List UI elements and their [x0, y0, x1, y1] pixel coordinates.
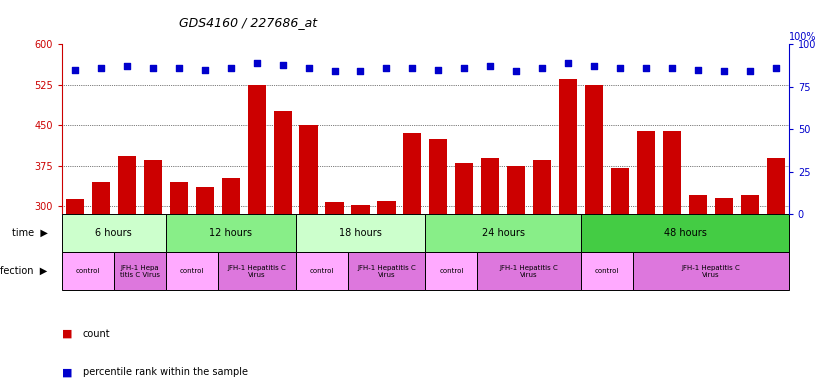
Bar: [196, 187, 214, 214]
Text: ■: ■: [62, 367, 73, 377]
Point: [484, 63, 497, 70]
Point: [406, 65, 419, 71]
Text: control: control: [439, 268, 463, 274]
Point: [224, 65, 237, 71]
Text: 24 hours: 24 hours: [482, 228, 525, 238]
Bar: [477, 252, 582, 290]
Text: infection  ▶: infection ▶: [0, 266, 47, 276]
Point: [302, 65, 316, 71]
Bar: [482, 157, 500, 214]
Bar: [248, 85, 266, 214]
Bar: [118, 156, 136, 214]
Bar: [767, 157, 785, 214]
Text: JFH-1 Hepa
titis C Virus: JFH-1 Hepa titis C Virus: [120, 265, 159, 278]
Text: control: control: [595, 268, 620, 274]
Point: [666, 65, 679, 71]
Bar: [741, 195, 759, 214]
Bar: [114, 252, 166, 290]
Bar: [92, 182, 110, 214]
Text: time  ▶: time ▶: [12, 228, 47, 238]
Bar: [166, 252, 218, 290]
Bar: [273, 111, 292, 214]
Point: [639, 65, 653, 71]
Text: 6 hours: 6 hours: [96, 228, 132, 238]
Point: [198, 66, 211, 73]
Text: 100%: 100%: [789, 33, 816, 43]
Bar: [455, 163, 473, 214]
Text: ■: ■: [62, 329, 73, 339]
Point: [614, 65, 627, 71]
Point: [172, 65, 185, 71]
Bar: [533, 160, 551, 214]
Text: control: control: [310, 268, 334, 274]
Point: [717, 68, 730, 74]
Bar: [351, 205, 369, 214]
Point: [691, 66, 705, 73]
Text: control: control: [76, 268, 100, 274]
Point: [354, 68, 367, 74]
Text: control: control: [179, 268, 204, 274]
Bar: [218, 252, 296, 290]
Bar: [221, 178, 240, 214]
Bar: [425, 252, 477, 290]
Bar: [348, 252, 425, 290]
Bar: [300, 125, 318, 214]
Bar: [296, 252, 348, 290]
Bar: [62, 214, 166, 252]
Point: [458, 65, 471, 71]
Text: 18 hours: 18 hours: [339, 228, 382, 238]
Point: [250, 60, 263, 66]
Point: [535, 65, 548, 71]
Bar: [296, 214, 425, 252]
Text: 12 hours: 12 hours: [209, 228, 252, 238]
Bar: [425, 214, 582, 252]
Text: JFH-1 Hepatitis C
Virus: JFH-1 Hepatitis C Virus: [227, 265, 286, 278]
Bar: [633, 252, 789, 290]
Point: [743, 68, 757, 74]
Text: JFH-1 Hepatitis C
Virus: JFH-1 Hepatitis C Virus: [357, 265, 415, 278]
Bar: [325, 202, 344, 214]
Point: [769, 65, 782, 71]
Bar: [663, 131, 681, 214]
Bar: [66, 199, 84, 214]
Bar: [430, 139, 448, 214]
Bar: [637, 131, 655, 214]
Text: 48 hours: 48 hours: [663, 228, 706, 238]
Point: [587, 63, 601, 70]
Bar: [403, 133, 421, 214]
Point: [328, 68, 341, 74]
Bar: [169, 182, 188, 214]
Point: [510, 68, 523, 74]
Bar: [582, 252, 633, 290]
Bar: [585, 85, 603, 214]
Bar: [144, 160, 162, 214]
Point: [69, 66, 82, 73]
Text: GDS4160 / 227686_at: GDS4160 / 227686_at: [178, 16, 317, 29]
Text: JFH-1 Hepatitis C
Virus: JFH-1 Hepatitis C Virus: [681, 265, 740, 278]
Point: [121, 63, 134, 70]
Bar: [611, 169, 629, 214]
Point: [276, 61, 289, 68]
Bar: [582, 214, 789, 252]
Bar: [377, 201, 396, 214]
Bar: [714, 198, 733, 214]
Bar: [689, 195, 707, 214]
Point: [562, 60, 575, 66]
Bar: [507, 166, 525, 214]
Point: [432, 66, 445, 73]
Text: percentile rank within the sample: percentile rank within the sample: [83, 367, 248, 377]
Bar: [559, 79, 577, 214]
Point: [146, 65, 159, 71]
Text: JFH-1 Hepatitis C
Virus: JFH-1 Hepatitis C Virus: [500, 265, 558, 278]
Text: count: count: [83, 329, 110, 339]
Bar: [166, 214, 296, 252]
Point: [94, 65, 107, 71]
Bar: [62, 252, 114, 290]
Point: [380, 65, 393, 71]
